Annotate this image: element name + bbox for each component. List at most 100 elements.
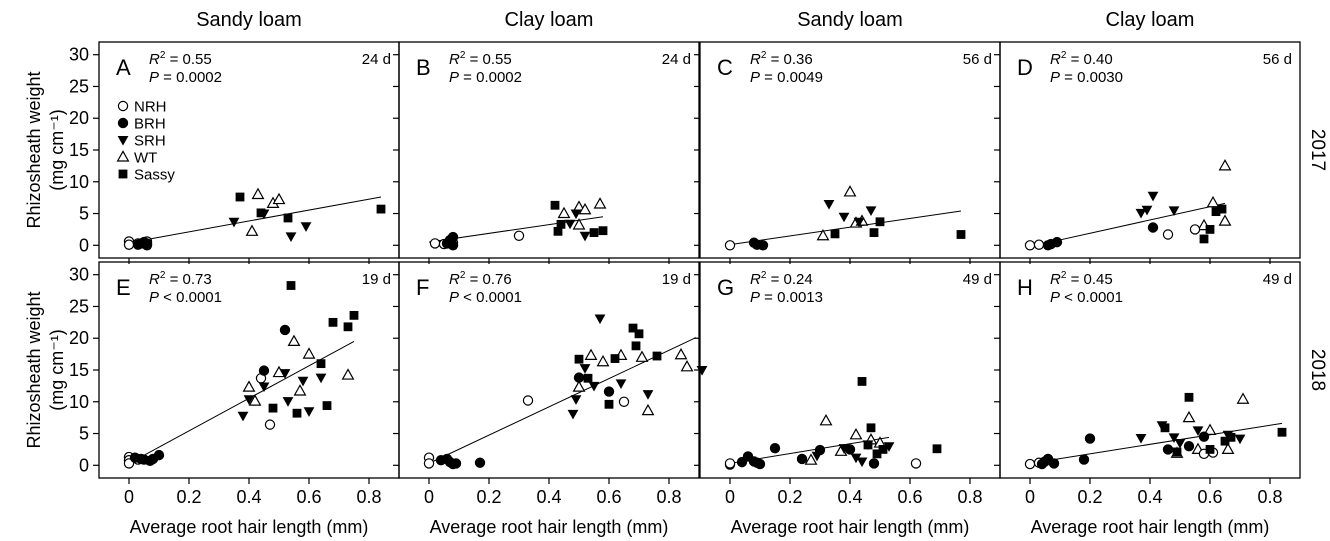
panel-F: 0 0.2 0.4 0.6 0.8 F R2 = 0.76P < 0.0001 19 d xyxy=(393,261,708,507)
data-point-brh xyxy=(1147,222,1159,233)
data-point-srh xyxy=(838,212,850,223)
r-squared-label: R2 = 0.55 xyxy=(149,50,212,68)
data-point-sassy xyxy=(328,317,338,327)
x-tick-label: 0.6 xyxy=(1197,487,1222,507)
data-point-wt xyxy=(1203,423,1217,435)
data-point-sassy xyxy=(652,351,662,361)
data-point-nrh xyxy=(429,238,441,249)
data-point-nrh xyxy=(1033,239,1045,250)
data-point-nrh xyxy=(1162,229,1174,240)
data-point-srh xyxy=(282,397,294,407)
y-tick-label: 10 xyxy=(69,172,89,192)
data-point-srh xyxy=(615,379,627,389)
data-point-sassy xyxy=(286,281,296,290)
data-point-brh xyxy=(450,458,462,469)
data-point-sassy xyxy=(550,200,560,210)
legend-marker-nrh xyxy=(117,100,129,112)
data-point-wt xyxy=(242,380,256,392)
data-point-sassy xyxy=(878,445,888,454)
data-point-sassy xyxy=(574,354,584,364)
data-point-sassy xyxy=(1211,207,1221,217)
x-tick-label: 0.2 xyxy=(777,487,802,507)
data-point-sassy xyxy=(1205,445,1215,454)
y-tick-label: 15 xyxy=(69,360,89,380)
x-tick-label: 0.6 xyxy=(596,487,621,507)
panel-E: 0 5 10 15 20 25 30 0 0.2 0.4 0.6 0.8 E R2 = 0.73P < 0… xyxy=(69,261,400,507)
data-point-srh xyxy=(579,364,591,374)
data-point-wt xyxy=(293,384,307,396)
data-point-sassy xyxy=(863,440,873,450)
y-tick-label: 5 xyxy=(79,424,89,444)
data-point-wt xyxy=(1218,159,1232,171)
legend-marker-sassy xyxy=(118,169,128,179)
data-point-brh xyxy=(1048,458,1060,469)
regression-line xyxy=(128,340,355,464)
x-tick-label: 0.2 xyxy=(1077,487,1102,507)
column-title: Clay loam xyxy=(1106,9,1195,31)
p-value-label: P = 0.0013 xyxy=(750,289,823,306)
legend-item: BRH xyxy=(117,116,166,133)
data-point-sassy xyxy=(1172,447,1182,457)
data-point-sassy xyxy=(268,403,278,413)
data-point-nrh xyxy=(1024,240,1036,251)
legend-label: Sassy xyxy=(134,167,175,184)
panel-C: C R2 = 0.36P = 0.0049 56 d xyxy=(694,41,1001,264)
data-point-srh xyxy=(1141,205,1153,216)
data-point-sassy xyxy=(376,204,386,214)
regression-line xyxy=(1029,422,1283,464)
data-point-sassy xyxy=(956,230,966,239)
y-axis-unit: (mg cm⁻¹) xyxy=(47,329,67,410)
data-point-wt xyxy=(572,380,586,392)
data-point-sassy xyxy=(583,373,593,383)
data-point-wt xyxy=(596,354,610,367)
data-point-srh xyxy=(300,222,312,232)
x-tick-label: 0 xyxy=(124,487,134,507)
column-title: Clay loam xyxy=(505,9,594,31)
x-axis-label: Average root hair length (mm) xyxy=(130,517,369,537)
data-point-sassy xyxy=(869,228,879,237)
y-tick-label: 0 xyxy=(79,455,89,475)
data-point-srh xyxy=(279,369,291,379)
data-point-wt xyxy=(272,192,286,205)
x-tick-label: 0.8 xyxy=(1257,487,1282,507)
x-tick-label: 0.4 xyxy=(536,487,561,507)
x-tick-label: 0.2 xyxy=(476,487,501,507)
data-point-brh xyxy=(796,453,808,465)
data-point-wt xyxy=(1221,442,1235,455)
x-tick-label: 0 xyxy=(424,487,434,507)
data-point-sassy xyxy=(610,354,620,363)
data-point-brh xyxy=(757,240,769,251)
data-point-wt xyxy=(680,359,694,372)
legend-item: WT xyxy=(116,150,157,167)
data-point-srh xyxy=(1168,206,1180,216)
data-point-srh xyxy=(237,411,249,422)
data-point-sassy xyxy=(283,213,293,223)
x-tick-label: 0.6 xyxy=(296,487,321,507)
data-point-sassy xyxy=(872,449,882,459)
data-point-sassy xyxy=(556,219,566,229)
data-point-brh xyxy=(153,449,165,461)
panel-letter: C xyxy=(717,55,733,80)
data-point-sassy xyxy=(866,423,876,433)
data-point-wt xyxy=(843,185,857,197)
y-tick-label: 30 xyxy=(69,265,89,285)
data-point-sassy xyxy=(235,192,245,202)
row-label-2017: 2017 xyxy=(1307,129,1328,171)
data-point-srh xyxy=(823,200,835,210)
data-point-brh xyxy=(447,240,459,251)
panel-G: 0 0.2 0.4 0.6 0.8 G R2 = 0.24P = 0.0013 49 d xyxy=(694,261,1001,507)
data-point-sassy xyxy=(343,322,353,332)
data-point-brh xyxy=(474,457,486,468)
data-point-srh xyxy=(594,314,606,325)
data-point-srh xyxy=(696,366,708,376)
data-point-nrh xyxy=(1189,224,1201,235)
x-tick-label: 0.2 xyxy=(176,487,201,507)
x-axis-label: Average root hair length (mm) xyxy=(430,517,669,537)
x-tick-label: 0.4 xyxy=(837,487,862,507)
y-axis-label: Rhizosheath weight xyxy=(24,291,44,448)
p-value-label: P = 0.0049 xyxy=(750,69,823,86)
data-point-srh xyxy=(285,232,297,242)
x-tick-label: 0.8 xyxy=(656,487,681,507)
data-point-srh xyxy=(1174,439,1186,449)
data-point-nrh xyxy=(423,458,435,469)
